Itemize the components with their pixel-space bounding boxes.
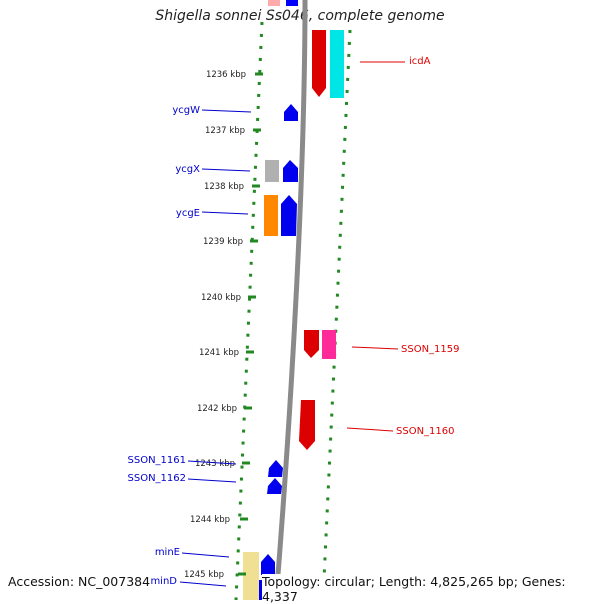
gene-label-leader — [201, 168, 251, 172]
tick-label: 1237 kbp — [205, 126, 245, 136]
gene-label-leader — [351, 346, 399, 350]
gene-SSON_1160-arrow — [299, 400, 315, 450]
topology-label: Topology: circular; Length: 4,825,265 bp… — [262, 574, 600, 604]
gene-label-ycgW: ycgW — [172, 105, 200, 116]
gene-label-leader — [201, 211, 249, 215]
feature-yellow — [243, 552, 259, 600]
gene-label-icdA: icdA — [409, 56, 431, 67]
accession-label: Accession: NC_007384 — [8, 574, 151, 589]
gene-label-SSON_1160: SSON_1160 — [396, 426, 455, 437]
gene-icdA-arrow — [312, 30, 326, 97]
gene-label-SSON_1159: SSON_1159 — [401, 344, 460, 355]
gene-SSON_1161-arrow — [268, 460, 283, 477]
gene-label-leader — [187, 478, 237, 483]
gene-minE-arrow — [261, 554, 275, 575]
tick-label: 1245 kbp — [184, 570, 224, 580]
gene-label-leader — [201, 109, 252, 113]
feature-gray — [265, 160, 279, 182]
gene-ycgE-arrow — [281, 195, 297, 236]
map-title: Shigella sonnei Ss046, complete genome — [155, 8, 445, 24]
gene-label-SSON_1162: SSON_1162 — [128, 473, 187, 484]
gene-label-ycgE: ycgE — [176, 208, 200, 219]
gene-label-leader — [346, 427, 394, 432]
gene-label-SSON_1161: SSON_1161 — [128, 455, 187, 466]
gene-SSON_1159-arrow — [304, 330, 319, 358]
tick-label: 1239 kbp — [203, 237, 243, 247]
gene-label-minE: minE — [155, 547, 180, 558]
gene-label-leader — [179, 581, 227, 587]
tick-guide-left — [234, 21, 264, 600]
gene-label-leader — [187, 460, 237, 465]
feature-top-pink — [268, 0, 280, 6]
gene-label-leader — [181, 552, 230, 558]
gene-ycgX-arrow — [283, 160, 298, 182]
genome-backbone — [273, 0, 308, 600]
tick-label: 1241 kbp — [199, 348, 239, 358]
gene-label-minD: minD — [150, 576, 177, 587]
gene-SSON_1162-arrow — [267, 478, 282, 494]
feature-pink — [322, 330, 336, 359]
tick-label: 1243 kbp — [195, 459, 235, 469]
feature-orange — [264, 195, 278, 236]
tick-label: 1244 kbp — [190, 515, 230, 525]
tick-label: 1240 kbp — [201, 293, 241, 303]
feature-top-blue — [286, 0, 298, 6]
tick-marks — [238, 72, 263, 576]
feature-cyan — [330, 30, 344, 98]
gene-ycgW-arrow — [284, 104, 298, 121]
tick-label: 1238 kbp — [204, 182, 244, 192]
gene-label-ycgX: ycgX — [175, 164, 200, 175]
tick-label: 1236 kbp — [206, 70, 246, 80]
tick-label: 1242 kbp — [197, 404, 237, 414]
